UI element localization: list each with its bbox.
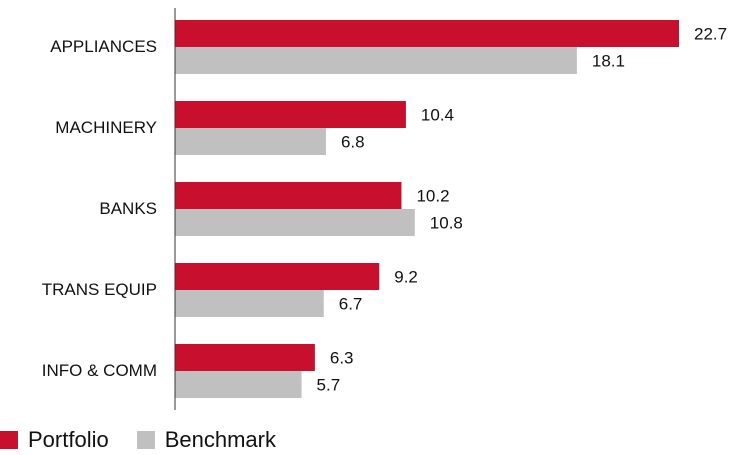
category-label: BANKS: [99, 199, 157, 218]
chart-legend: Portfolio Benchmark: [0, 424, 304, 455]
bar-portfolio: [175, 182, 402, 209]
bar-benchmark: [175, 290, 324, 317]
bar-benchmark: [175, 209, 415, 236]
data-label: 6.7: [339, 295, 363, 314]
bar-portfolio: [175, 344, 315, 371]
category-label: INFO & COMM: [42, 361, 157, 380]
category-label: TRANS EQUIP: [42, 280, 157, 299]
data-label: 6.3: [330, 349, 354, 368]
legend-swatch-portfolio: [0, 430, 18, 449]
data-label: 5.7: [317, 376, 341, 395]
bar-benchmark: [175, 128, 326, 155]
data-label: 10.8: [430, 214, 463, 233]
category-label: MACHINERY: [55, 118, 157, 137]
data-label: 10.2: [416, 187, 449, 206]
legend-label-portfolio: Portfolio: [28, 426, 109, 452]
legend-label-benchmark: Benchmark: [164, 426, 276, 452]
bar-portfolio: [175, 101, 406, 128]
legend-item-benchmark: Benchmark: [136, 426, 276, 453]
bar-portfolio: [175, 20, 679, 47]
data-label: 22.7: [694, 25, 727, 44]
data-label: 9.2: [394, 268, 418, 287]
legend-item-portfolio: Portfolio: [0, 427, 109, 453]
bar-portfolio: [175, 263, 380, 290]
data-label: 10.4: [421, 106, 454, 125]
bar-benchmark: [175, 47, 577, 74]
category-label: APPLIANCES: [50, 37, 157, 56]
legend-swatch-benchmark: [136, 430, 155, 449]
bar-chart: APPLIANCES 22.7 18.1 MACHINERY 10.4 6.8 BANKS 1…: [42, 8, 727, 410]
data-label: 6.8: [341, 133, 365, 152]
bar-benchmark: [175, 371, 302, 398]
data-label: 18.1: [592, 52, 625, 71]
